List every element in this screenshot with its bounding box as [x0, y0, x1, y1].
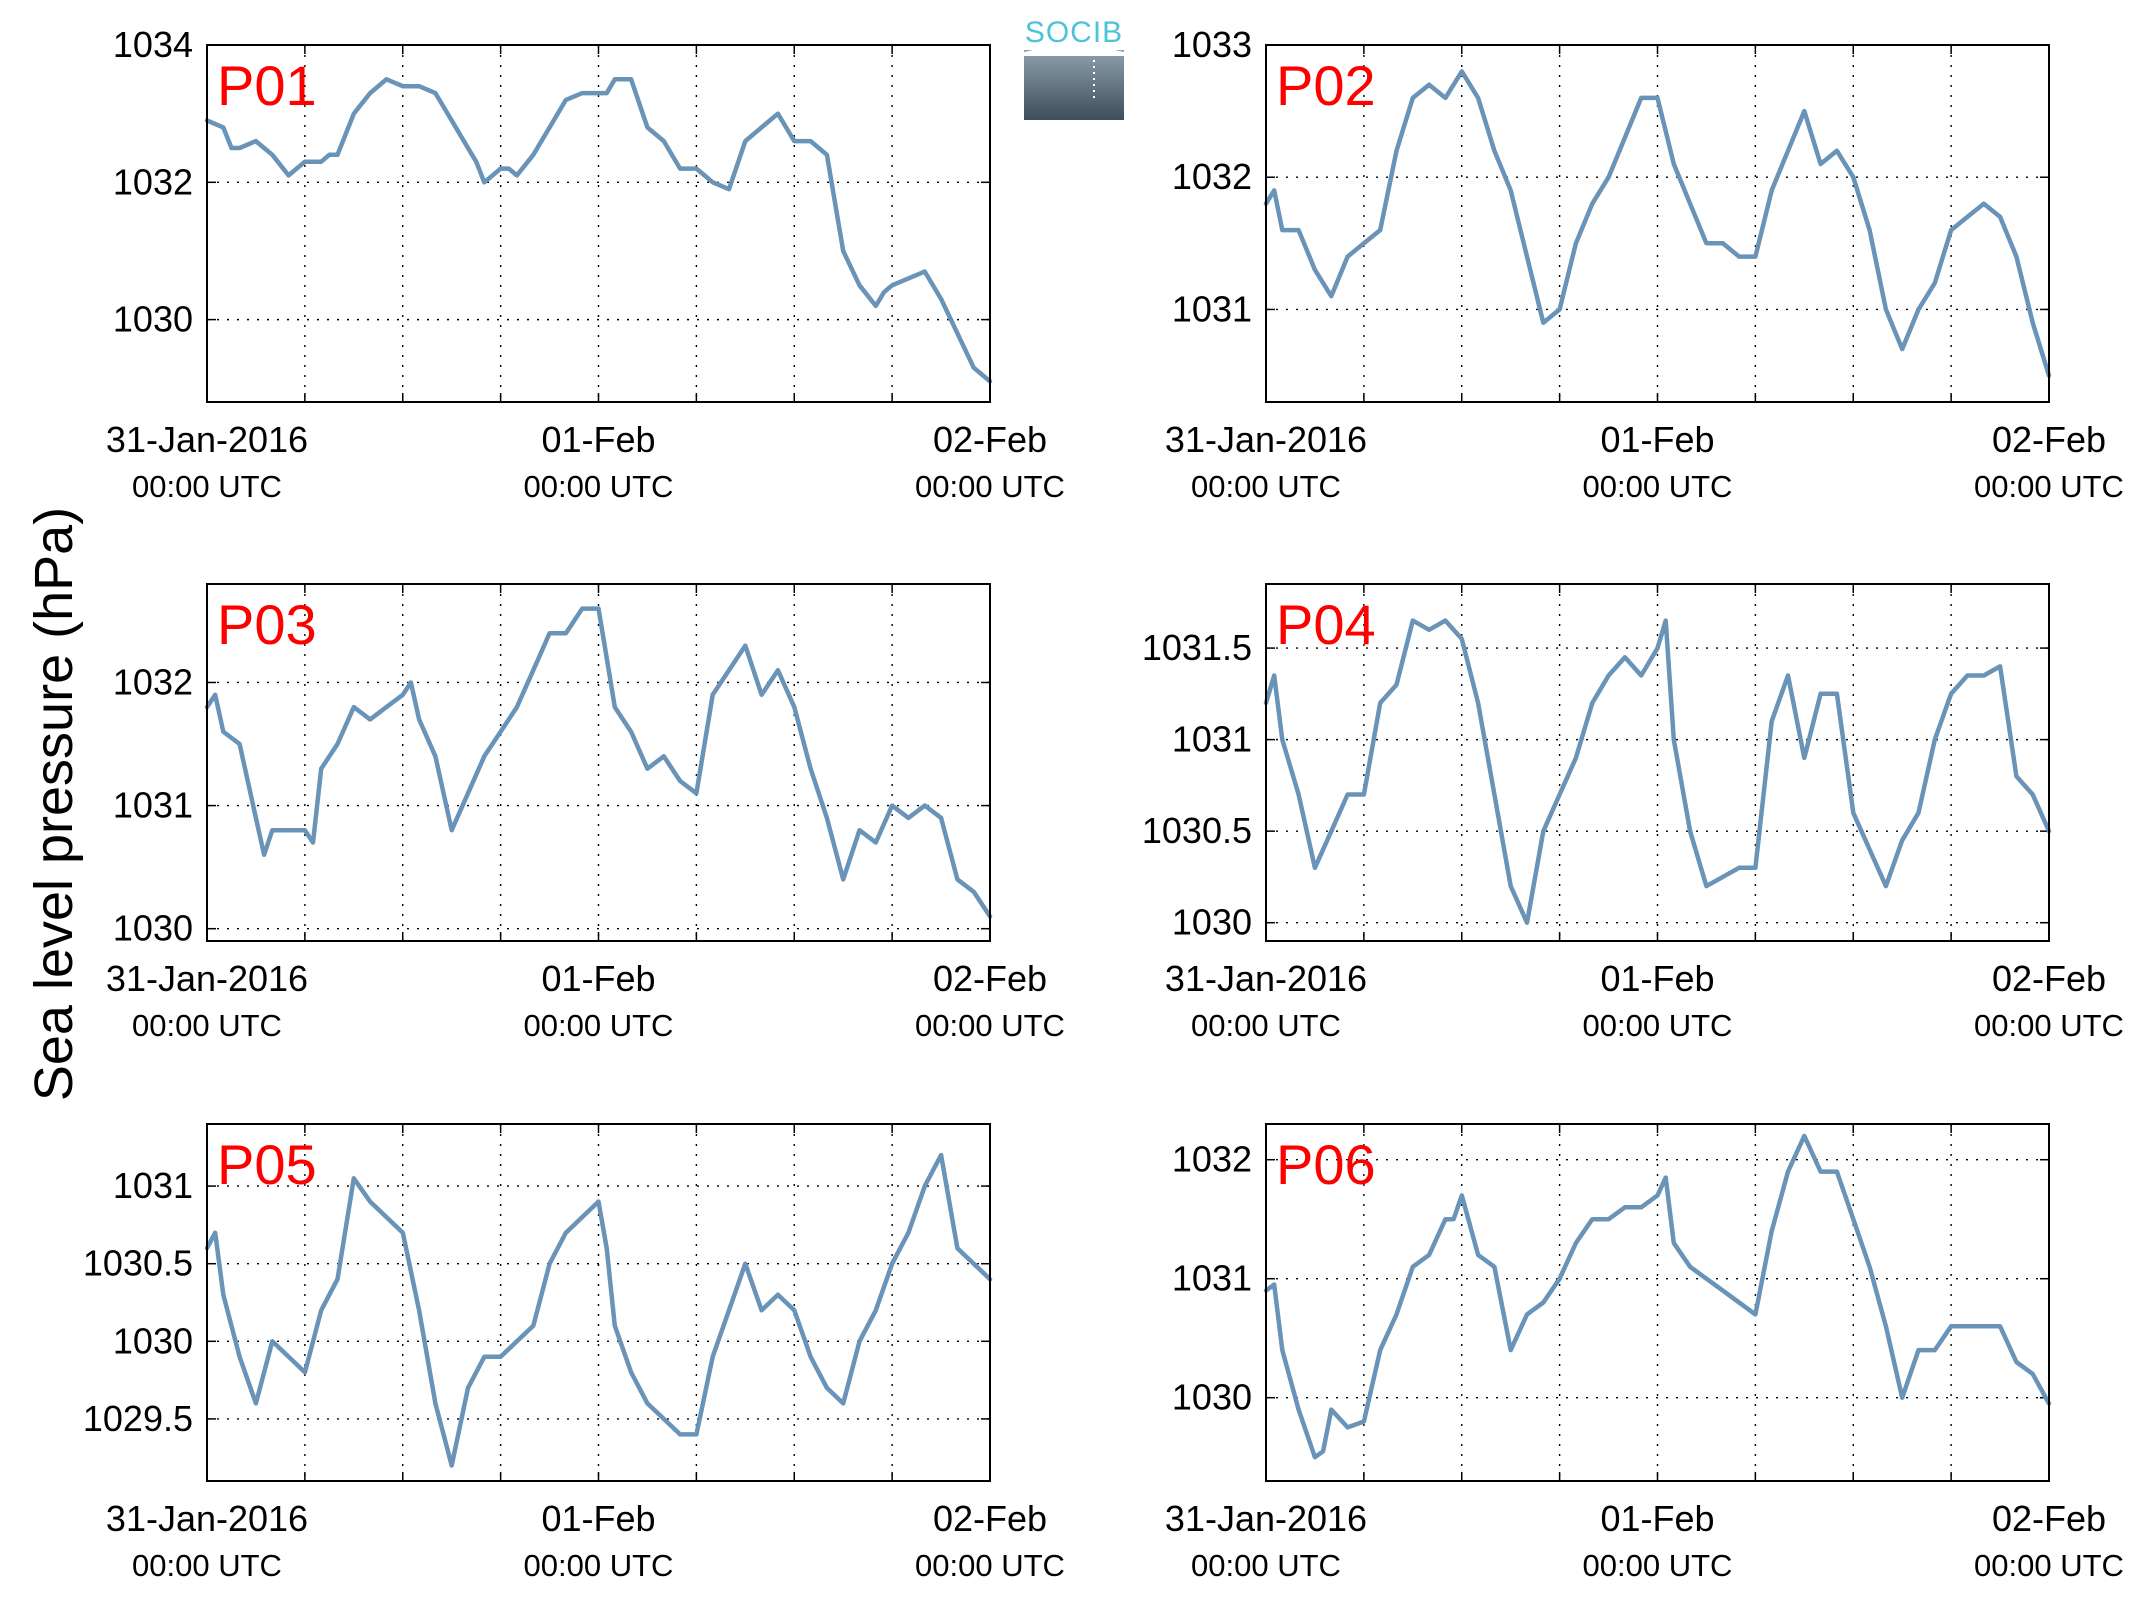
axes-frame	[1265, 583, 2050, 942]
x-tick-label: 01-Feb	[1600, 1498, 1714, 1539]
y-tick-label: 1033	[1172, 24, 1252, 65]
y-tick-label: 1031.5	[1142, 627, 1252, 668]
y-tick-label: 1029.5	[83, 1398, 193, 1439]
axes-frame	[206, 1123, 991, 1482]
y-tick-label: 1031	[113, 1165, 193, 1206]
series-line-p01	[204, 77, 993, 384]
x-tick-sublabel: 00:00 UTC	[524, 469, 674, 504]
x-tick-label: 01-Feb	[541, 419, 655, 460]
panel-p06: 1030 1031 1032 31-Jan-2016 00:00 UTC 01-Feb 00…	[1165, 1123, 2124, 1583]
axes-frame	[206, 583, 991, 942]
panel-p01: 1030 1032 1034 31-Jan-2016 00:00 UTC 01-Feb 00…	[106, 24, 1065, 504]
series-line-p02	[1263, 69, 2052, 378]
x-tick-sublabel: 00:00 UTC	[915, 1548, 1065, 1583]
x-tick-sublabel: 00:00 UTC	[132, 469, 282, 504]
y-tick-label: 1030	[113, 1320, 193, 1361]
x-tick-sublabel: 00:00 UTC	[132, 1008, 282, 1043]
x-tick-label: 02-Feb	[933, 958, 1047, 999]
panel-p02: 1031 1032 1033 31-Jan-2016 00:00 UTC 01-Feb 00…	[1165, 24, 2124, 504]
x-tick-label: 02-Feb	[933, 419, 1047, 460]
panel-p03: 1030 1031 1032 31-Jan-2016 00:00 UTC 01-Feb 00…	[106, 583, 1065, 1043]
x-tick-label: 31-Jan-2016	[106, 1498, 308, 1539]
panel-label: P03	[217, 593, 317, 656]
x-tick-sublabel: 00:00 UTC	[1583, 1008, 1733, 1043]
x-tick-sublabel: 00:00 UTC	[1191, 1548, 1341, 1583]
x-tick-label: 31-Jan-2016	[1165, 1498, 1367, 1539]
y-tick-label: 1031	[1172, 1258, 1252, 1299]
panel-label: P04	[1276, 593, 1376, 656]
x-tick-sublabel: 00:00 UTC	[132, 1548, 282, 1583]
y-tick-label: 1030	[1172, 1377, 1252, 1418]
logo-block	[1024, 50, 1124, 120]
series-line-p06	[1263, 1133, 2052, 1460]
x-tick-label: 02-Feb	[1992, 958, 2106, 999]
x-tick-sublabel: 00:00 UTC	[915, 469, 1065, 504]
socib-logo: SOCIB	[1024, 16, 1124, 120]
series-line-p03	[204, 606, 993, 919]
panels: 1030 1032 1034 31-Jan-2016 00:00 UTC 01-Feb 00…	[83, 24, 2124, 1583]
panel-label: P01	[217, 54, 317, 117]
y-tick-label: 1030	[1172, 902, 1252, 943]
y-tick-label: 1032	[113, 661, 193, 702]
y-tick-label: 1030.5	[1142, 810, 1252, 851]
x-tick-label: 02-Feb	[1992, 419, 2106, 460]
x-tick-sublabel: 00:00 UTC	[1974, 1008, 2124, 1043]
panel-p05: 1029.5 1030 1030.5 1031 31-Jan-2016 00:00 UTC…	[83, 1123, 1065, 1583]
y-tick-label: 1032	[1172, 1139, 1252, 1180]
series-line-p05	[204, 1152, 993, 1468]
logo-text: SOCIB	[1025, 16, 1123, 49]
x-tick-label: 01-Feb	[1600, 419, 1714, 460]
panel-label: P02	[1276, 54, 1376, 117]
x-tick-sublabel: 00:00 UTC	[1974, 1548, 2124, 1583]
logo-wave-icon	[1024, 46, 1124, 56]
x-tick-sublabel: 00:00 UTC	[1974, 469, 2124, 504]
x-tick-sublabel: 00:00 UTC	[1583, 1548, 1733, 1583]
panel-p04: 1030 1030.5 1031 1031.5 31-Jan-2016 00:00 UTC…	[1142, 583, 2124, 1043]
y-tick-label: 1030.5	[83, 1243, 193, 1284]
axes-frame	[1265, 1123, 2050, 1482]
axes-frame	[206, 44, 991, 403]
x-tick-sublabel: 00:00 UTC	[915, 1008, 1065, 1043]
panel-label: P06	[1276, 1133, 1376, 1196]
y-tick-label: 1030	[113, 908, 193, 949]
y-tick-label: 1032	[1172, 156, 1252, 197]
y-tick-label: 1031	[113, 785, 193, 826]
x-tick-sublabel: 00:00 UTC	[524, 1008, 674, 1043]
x-tick-label: 31-Jan-2016	[106, 419, 308, 460]
x-tick-sublabel: 00:00 UTC	[1191, 469, 1341, 504]
y-tick-label: 1034	[113, 24, 193, 65]
x-tick-sublabel: 00:00 UTC	[1583, 469, 1733, 504]
x-tick-label: 02-Feb	[933, 1498, 1047, 1539]
x-tick-sublabel: 00:00 UTC	[524, 1548, 674, 1583]
x-tick-sublabel: 00:00 UTC	[1191, 1008, 1341, 1043]
x-tick-label: 31-Jan-2016	[106, 958, 308, 999]
series-line-p04	[1263, 618, 2052, 925]
x-tick-label: 31-Jan-2016	[1165, 419, 1367, 460]
x-tick-label: 02-Feb	[1992, 1498, 2106, 1539]
x-tick-label: 01-Feb	[1600, 958, 1714, 999]
y-tick-label: 1030	[113, 299, 193, 340]
panel-label: P05	[217, 1133, 317, 1196]
y-tick-label: 1031	[1172, 288, 1252, 329]
x-tick-label: 01-Feb	[541, 958, 655, 999]
y-tick-label: 1031	[1172, 719, 1252, 760]
figure-ylabel: Sea level pressure (hPa)	[24, 507, 84, 1101]
x-tick-label: 01-Feb	[541, 1498, 655, 1539]
x-tick-label: 31-Jan-2016	[1165, 958, 1367, 999]
axes-frame	[1265, 44, 2050, 403]
y-tick-label: 1032	[113, 161, 193, 202]
